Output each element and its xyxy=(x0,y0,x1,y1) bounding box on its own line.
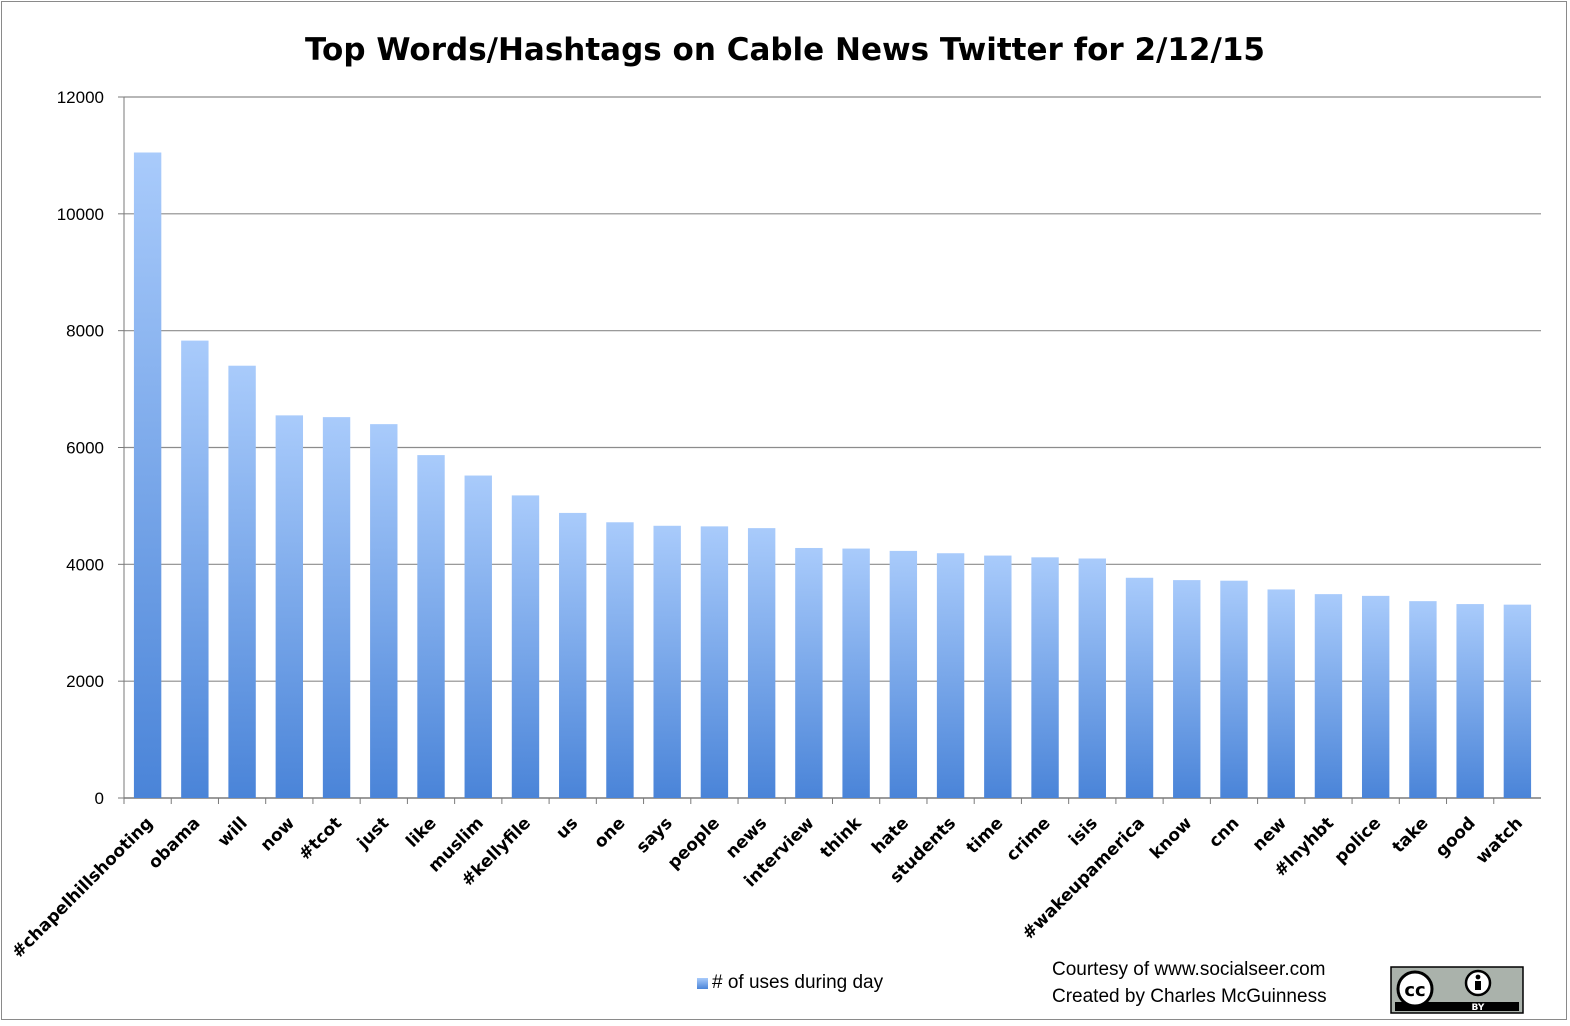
bar-isis xyxy=(1078,558,1106,798)
bar-now xyxy=(275,415,304,798)
bar-good xyxy=(1456,604,1484,798)
bar-think xyxy=(842,548,870,798)
y-tick-label: 10000 xyxy=(57,205,104,224)
bar-news xyxy=(747,528,776,798)
x-tick-label: #chapelhillshooting xyxy=(8,813,157,962)
bar-us xyxy=(559,512,587,798)
bar-muslim xyxy=(464,475,492,798)
bar-take xyxy=(1409,601,1437,798)
cc-label: cc xyxy=(1404,980,1425,1001)
bar-tcot xyxy=(322,417,351,798)
x-tick-label: one xyxy=(590,813,629,852)
bar-says xyxy=(653,525,681,798)
credit-line-1: Courtesy of www.socialseer.com xyxy=(1052,959,1326,980)
bar-wakeupamerica xyxy=(1125,577,1154,798)
bar-hate xyxy=(889,550,918,798)
x-tick-label: know xyxy=(1146,813,1196,863)
bar-interview xyxy=(795,547,823,798)
by-label: BY xyxy=(1472,1003,1485,1013)
x-tick-label: crime xyxy=(1003,813,1055,865)
bar-like xyxy=(417,455,445,798)
x-tick-label: people xyxy=(664,813,724,873)
creative-commons-by-icon: cc BY xyxy=(1390,966,1524,1014)
legend-swatch xyxy=(697,978,708,989)
x-tick-label: police xyxy=(1331,813,1386,868)
bar-cnn xyxy=(1220,580,1248,798)
x-tick-label: obama xyxy=(145,813,205,873)
x-tick-label: think xyxy=(817,813,867,863)
y-tick-label: 6000 xyxy=(66,439,104,458)
x-tick-label: like xyxy=(402,813,440,851)
x-tick-label: will xyxy=(214,813,252,851)
bar-lnyhbt xyxy=(1314,594,1343,798)
bar-crime xyxy=(1031,557,1059,798)
y-axis: 0 2000 4000 6000 8000 10000 12000 xyxy=(57,88,125,808)
x-tick-label: just xyxy=(353,813,393,853)
bar-kellyfile xyxy=(511,495,540,798)
bar-new xyxy=(1267,589,1295,798)
credit-line-2: Created by Charles McGuinness xyxy=(1052,986,1327,1007)
x-tick-label: #tcot xyxy=(295,813,346,864)
legend: # of uses during day xyxy=(697,972,884,993)
x-tick-label: isis xyxy=(1065,813,1102,850)
bar-chapelhillshooting xyxy=(133,152,162,798)
bar-will xyxy=(228,365,256,798)
x-tick-label: watch xyxy=(1472,813,1527,868)
bar-one xyxy=(606,522,634,798)
y-tick-label: 8000 xyxy=(66,322,104,341)
bar-police xyxy=(1361,595,1390,798)
y-tick-label: 0 xyxy=(95,789,104,808)
x-tick-label: us xyxy=(552,813,582,843)
chart-title: Top Words/Hashtags on Cable News Twitter… xyxy=(305,32,1265,68)
x-tick-label: now xyxy=(257,813,299,855)
x-tick-label: new xyxy=(1249,813,1291,855)
bar-students xyxy=(936,553,965,798)
x-tick-label: cnn xyxy=(1205,813,1243,851)
x-tick-label: time xyxy=(963,813,1008,858)
x-tick-label: take xyxy=(1389,813,1433,857)
bar-time xyxy=(984,555,1012,798)
y-tick-label: 4000 xyxy=(66,555,104,574)
y-tick-label: 2000 xyxy=(66,672,104,691)
bar-watch xyxy=(1503,604,1532,798)
credits: Courtesy of www.socialseer.com Created b… xyxy=(1052,959,1327,1007)
x-tick-label: says xyxy=(633,813,677,857)
x-tick-label: hate xyxy=(868,813,913,858)
bar-know xyxy=(1173,580,1201,798)
bars xyxy=(133,152,1532,798)
bar-obama xyxy=(181,340,209,798)
y-tick-label: 12000 xyxy=(57,88,104,107)
legend-label: # of uses during day xyxy=(712,972,884,993)
bar-people xyxy=(700,526,729,798)
bar-just xyxy=(370,424,398,798)
